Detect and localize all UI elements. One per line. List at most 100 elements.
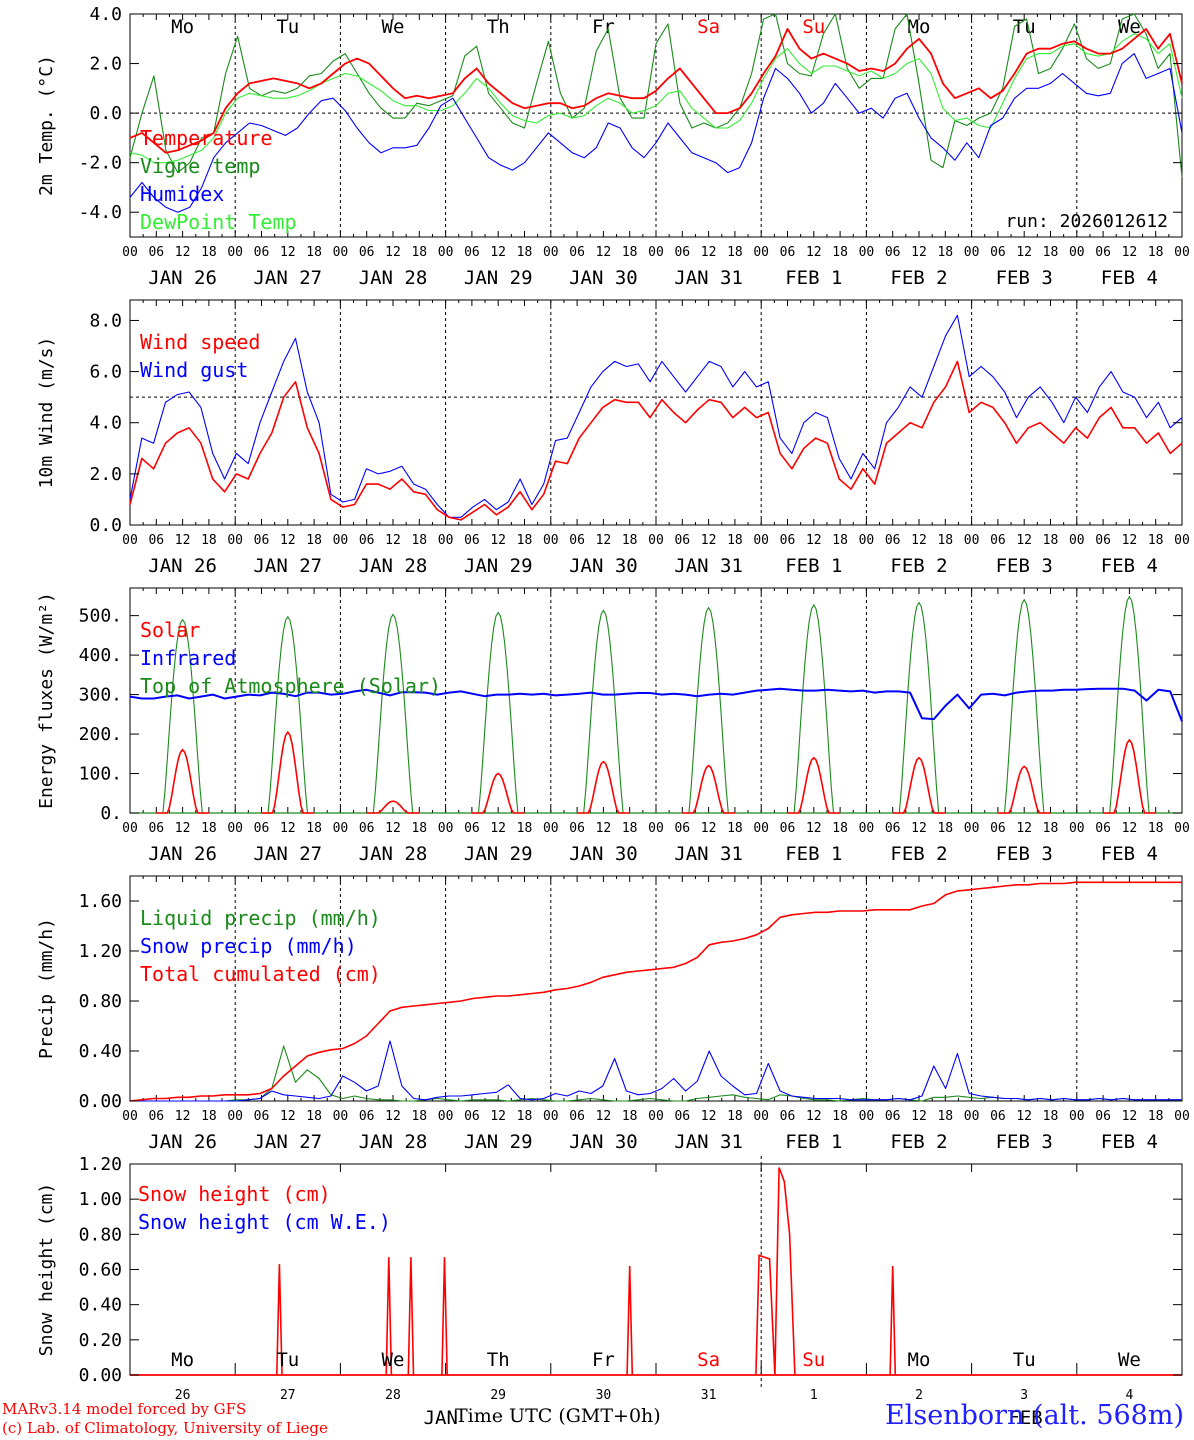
energy-date-label: JAN 28 xyxy=(359,843,428,865)
wind-ytick-label: 8.0 xyxy=(89,310,122,331)
snow-day-number: 26 xyxy=(175,1388,191,1403)
temp-hour-label: 18 xyxy=(517,245,533,260)
temp-hour-label: 00 xyxy=(753,245,769,260)
energy-hour-label: 00 xyxy=(333,821,349,836)
wind-hour-label: 00 xyxy=(543,533,559,548)
wind-hour-label: 12 xyxy=(806,533,822,548)
precip-hour-label: 06 xyxy=(990,1109,1006,1124)
energy-hour-label: 18 xyxy=(622,821,638,836)
energy-date-label: FEB 4 xyxy=(1101,843,1158,865)
precip-legend-item: Total cumulated (cm) xyxy=(140,962,381,986)
temp-ylabel: 2m Temp. (°C) xyxy=(36,55,57,196)
temp-hour-label: 12 xyxy=(701,245,717,260)
precip-date-label: FEB 3 xyxy=(996,1131,1053,1153)
precip-hour-label: 12 xyxy=(490,1109,506,1124)
wind-hour-label: 18 xyxy=(1148,533,1164,548)
energy-toa-day-curve xyxy=(787,603,841,814)
energy-hour-label: 18 xyxy=(517,821,533,836)
precip-hour-label: 12 xyxy=(280,1109,296,1124)
precip-hour-label: 00 xyxy=(859,1109,875,1124)
energy-ytick-label: 400. xyxy=(79,645,122,666)
energy-hour-label: 18 xyxy=(937,821,953,836)
precip-hour-label: 12 xyxy=(806,1109,822,1124)
wind-speed-line xyxy=(129,360,1183,521)
precip-hour-label: 06 xyxy=(674,1109,690,1124)
temp-run-annotation: run: 2026012612 xyxy=(1005,211,1168,232)
precip-hour-label: 18 xyxy=(306,1109,322,1124)
precip-hour-label: 12 xyxy=(701,1109,717,1124)
precip-hour-label: 18 xyxy=(517,1109,533,1124)
snow-weekday-label: We xyxy=(1118,1349,1141,1371)
precip-hour-label: 06 xyxy=(464,1109,480,1124)
precip-hour-label: 00 xyxy=(438,1109,454,1124)
snow-ytick-label: 1.00 xyxy=(79,1189,122,1210)
wind-hour-label: 18 xyxy=(1043,533,1059,548)
precip-hour-label: 06 xyxy=(359,1109,375,1124)
precip-ytick-label: 0.80 xyxy=(79,991,122,1012)
energy-hour-label: 06 xyxy=(674,821,690,836)
wind-hour-label: 12 xyxy=(490,533,506,548)
energy-hour-label: 06 xyxy=(254,821,270,836)
snow-weekday-label: Fr xyxy=(592,1349,615,1371)
precip-date-label: JAN 26 xyxy=(148,1131,217,1153)
temp-hour-label: 00 xyxy=(1069,245,1085,260)
wind-date-label: FEB 1 xyxy=(785,555,842,577)
temp-series-line xyxy=(129,27,1183,154)
wind-hour-label: 12 xyxy=(175,533,191,548)
precip-ytick-label: 0.40 xyxy=(79,1041,122,1062)
energy-hour-label: 12 xyxy=(385,821,401,836)
energy-hour-label: 18 xyxy=(1148,821,1164,836)
wind-hour-label: 18 xyxy=(937,533,953,548)
energy-solar-day-curve xyxy=(366,800,420,814)
snow-weekday-label: Th xyxy=(487,1349,510,1371)
energy-hour-label: 18 xyxy=(306,821,322,836)
precip-ytick-label: 0.00 xyxy=(79,1091,122,1112)
wind-date-label: FEB 4 xyxy=(1101,555,1158,577)
energy-toa-day-curve xyxy=(156,618,209,814)
wind-frame xyxy=(129,299,1183,526)
snow-day-number: 28 xyxy=(385,1388,401,1403)
temp-legend-item: Vigne temp xyxy=(140,154,260,178)
temp-hour-label: 18 xyxy=(937,245,953,260)
energy-toa-day-curve xyxy=(892,601,946,814)
wind-hour-label: 06 xyxy=(674,533,690,548)
temp-hour-label: 00 xyxy=(438,245,454,260)
energy-legend-item: Infrared xyxy=(140,646,236,670)
energy-hour-label: 12 xyxy=(806,821,822,836)
wind-hour-label: 18 xyxy=(832,533,848,548)
wind-hour-label: 06 xyxy=(464,533,480,548)
snow-height-event xyxy=(755,1167,796,1376)
wind-hour-label: 18 xyxy=(201,533,217,548)
precip-date-label: FEB 4 xyxy=(1101,1131,1158,1153)
wind-hour-label: 18 xyxy=(411,533,427,548)
wind-hour-label: 06 xyxy=(359,533,375,548)
energy-solar-day-curve xyxy=(577,760,630,814)
energy-solar-day-curve xyxy=(997,765,1051,814)
precip-hour-label: 18 xyxy=(622,1109,638,1124)
temp-hour-label: 06 xyxy=(464,245,480,260)
energy-solar-day-curve xyxy=(787,756,841,814)
snow-legend-item: Snow height (cm) xyxy=(138,1182,331,1206)
temp-hour-label: 00 xyxy=(122,245,138,260)
temp-date-label: JAN 30 xyxy=(569,267,638,289)
precip-hour-label: 18 xyxy=(411,1109,427,1124)
temp-weekday-label: Mo xyxy=(908,16,931,38)
energy-date-label: FEB 3 xyxy=(996,843,1053,865)
temp-weekday-label: Tu xyxy=(276,16,299,38)
energy-solar-day-curve xyxy=(1103,738,1156,814)
snow-day-number: 29 xyxy=(490,1388,506,1403)
energy-toa-day-curve xyxy=(366,613,420,814)
snow-ylabel: Snow height (cm) xyxy=(36,1183,57,1356)
energy-hour-label: 12 xyxy=(1016,821,1032,836)
wind-legend-item: Wind gust xyxy=(140,358,248,382)
temp-weekday-label: We xyxy=(382,16,405,38)
temp-hour-label: 12 xyxy=(280,245,296,260)
energy-hour-label: 06 xyxy=(885,821,901,836)
wind-axes xyxy=(129,299,1183,526)
temp-hour-label: 12 xyxy=(911,245,927,260)
energy-hour-label: 12 xyxy=(175,821,191,836)
energy-axes xyxy=(129,587,1183,814)
wind-ytick-label: 0.0 xyxy=(89,515,122,536)
temp-date-label: FEB 2 xyxy=(890,267,947,289)
precip-hour-label: 06 xyxy=(1095,1109,1111,1124)
